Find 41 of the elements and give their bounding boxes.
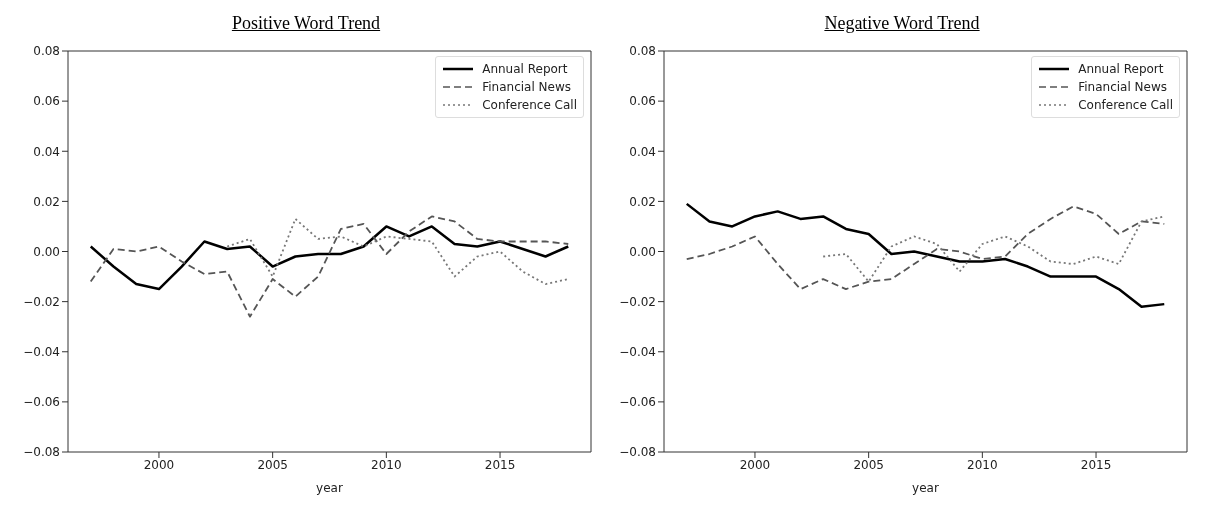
- y-tick-label: −0.06: [619, 395, 656, 410]
- legend-label: Financial News: [482, 80, 571, 94]
- line-series: [685, 205, 1166, 290]
- x-tick-label: 2015: [1080, 457, 1112, 472]
- y-tick-label: 0.04: [33, 144, 60, 159]
- legend-label: Annual Report: [1078, 62, 1164, 76]
- legend-label: Conference Call: [482, 98, 577, 112]
- legend-label: Annual Report: [482, 62, 568, 76]
- x-tick-label: 2005: [257, 457, 288, 472]
- y-tick-label: −0.04: [619, 345, 656, 360]
- y-tick-label: 0.00: [629, 244, 656, 259]
- y-tick-label: 0.02: [629, 194, 656, 209]
- line-series: [89, 225, 570, 291]
- y-tick-label: −0.02: [619, 294, 656, 309]
- legend-label: Conference Call: [1078, 98, 1173, 112]
- x-tick-label: 2005: [853, 457, 884, 472]
- x-tick-label: 2000: [739, 457, 771, 472]
- y-tick-label: 0.02: [33, 194, 60, 209]
- line-series: [685, 202, 1166, 308]
- y-tick-label: 0.06: [629, 94, 656, 109]
- x-tick-label: 2010: [371, 457, 402, 472]
- y-tick-label: 0.08: [33, 44, 60, 59]
- chart-title: Positive Word Trend: [230, 12, 382, 35]
- y-tick-label: −0.04: [23, 345, 60, 360]
- x-tick-label: 2000: [143, 457, 175, 472]
- line-series: [89, 215, 570, 318]
- y-tick-label: −0.02: [23, 294, 60, 309]
- y-tick-label: 0.08: [629, 44, 656, 59]
- x-tick-label: 2010: [967, 457, 998, 472]
- x-axis-title: year: [316, 481, 343, 495]
- legend-label: Financial News: [1078, 80, 1167, 94]
- y-tick-label: 0.00: [33, 244, 60, 259]
- y-tick-label: −0.08: [619, 445, 656, 460]
- y-tick-label: 0.06: [33, 94, 60, 109]
- line-series: [226, 218, 570, 285]
- y-tick-label: −0.06: [23, 395, 60, 410]
- x-axis-title: year: [912, 481, 939, 495]
- chart-title: Negative Word Trend: [823, 12, 981, 35]
- y-tick-label: 0.04: [629, 144, 656, 159]
- x-tick-label: 2015: [484, 457, 516, 472]
- y-tick-label: −0.08: [23, 445, 60, 460]
